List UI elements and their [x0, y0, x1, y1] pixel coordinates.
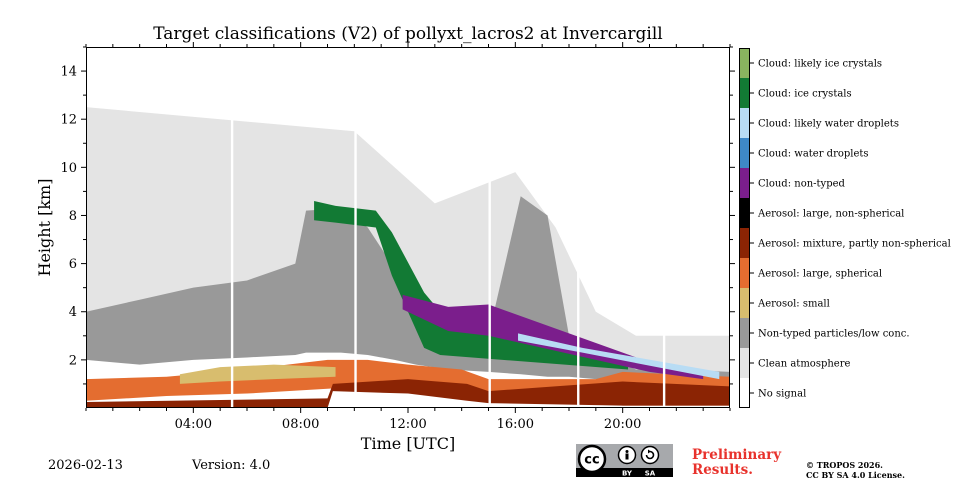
svg-text:cc: cc — [584, 453, 599, 468]
colorbar-label-11: Cloud: likely ice crystals — [758, 59, 882, 70]
date-label: 2026-02-13 — [48, 458, 123, 473]
y-tick-label: 2 — [69, 353, 77, 368]
class-10-region — [314, 201, 629, 370]
x-tick-label: 12:00 — [389, 417, 426, 432]
version-label: Version: 4.0 — [192, 458, 271, 473]
colorbar-label-6: Aerosol: large, non-spherical — [757, 209, 904, 220]
copyright-notice: © TROPOS 2026. CC BY SA 4.0 License. — [806, 460, 905, 480]
chart-title: Target classifications (V2) of pollyxt_l… — [153, 24, 663, 44]
colorbar-label-7: Cloud: non-typed — [758, 179, 846, 190]
svg-text:SA: SA — [645, 470, 656, 478]
colorbar-legend: Cloud: likely ice crystals Cloud: ice cry… — [739, 48, 951, 408]
copyright-line-2: CC BY SA 4.0 License. — [806, 470, 905, 480]
y-tick-label: 14 — [60, 65, 77, 80]
classification-bands — [86, 107, 730, 408]
colorbar-label-8: Cloud: water droplets — [758, 149, 869, 160]
x-tick-label: 08:00 — [282, 417, 319, 432]
colorbar-swatch-5 — [739, 228, 750, 258]
data-gap-5 — [662, 119, 666, 408]
colorbar-label-9: Cloud: likely water droplets — [758, 119, 899, 130]
copyright-line-1: © TROPOS 2026. — [806, 460, 883, 470]
class-3-region — [179, 364, 336, 384]
colorbar-label-3: Aerosol: small — [757, 299, 830, 310]
preliminary-notice: Preliminary Results. — [692, 448, 781, 478]
data-gap-4 — [577, 119, 580, 408]
colorbar-label-5: Aerosol: mixture, partly non-spherical — [757, 239, 951, 250]
colorbar-swatch-2 — [739, 318, 750, 348]
colorbar-label-2: Non-typed particles/low conc. — [758, 329, 910, 340]
y-tick-label: 8 — [69, 209, 77, 224]
colorbar-swatch-3 — [739, 288, 750, 318]
x-tick-label: 20:00 — [604, 417, 641, 432]
cc-icon — [577, 444, 607, 474]
colorbar-swatch-1 — [739, 348, 750, 378]
y-axis: 2 4 6 8 10 12 14 — [60, 46, 735, 385]
colorbar-swatch-9 — [739, 108, 750, 138]
colorbar-label-10: Cloud: ice crystals — [758, 89, 852, 100]
y-tick-label: 4 — [69, 305, 77, 320]
cc-by-sa-badge: cc BY SA — [576, 444, 673, 477]
colorbar-swatch-8 — [739, 138, 750, 168]
y-tick-label: 10 — [60, 161, 77, 176]
share-alike-icon — [640, 445, 660, 465]
data-gap-1 — [230, 119, 234, 408]
colorbar-swatch-4 — [739, 258, 750, 288]
colorbar-frame — [739, 48, 750, 408]
class-5-region — [86, 379, 730, 408]
colorbar-swatch-7 — [739, 168, 750, 198]
class-9-region — [518, 333, 720, 380]
y-tick-label: 12 — [60, 113, 77, 128]
y-tick-label: 6 — [69, 257, 77, 272]
preliminary-line-2: Results. — [692, 462, 753, 478]
plot-frame — [86, 47, 730, 408]
x-axis-label: Time [UTC] — [361, 434, 455, 453]
svg-text:BY: BY — [622, 470, 633, 478]
colorbar-swatch-0 — [739, 378, 750, 408]
x-axis: 04:00 08:00 12:00 16:00 20:00 — [85, 42, 731, 432]
colorbar-swatch-10 — [739, 78, 750, 108]
colorbar-label-4: Aerosol: large, spherical — [757, 269, 882, 280]
preliminary-line-1: Preliminary — [692, 447, 782, 463]
data-gap-3 — [488, 119, 491, 408]
colorbar-swatch-6 — [739, 198, 750, 228]
x-tick-label: 16:00 — [497, 417, 534, 432]
colorbar-label-1: Clean atmosphere — [758, 359, 851, 370]
x-tick-label: 04:00 — [175, 417, 212, 432]
data-gap-2 — [354, 119, 357, 408]
colorbar-label-0: No signal — [758, 389, 806, 400]
y-axis-label: Height [km] — [35, 179, 54, 277]
colorbar-swatch-11 — [739, 48, 750, 78]
